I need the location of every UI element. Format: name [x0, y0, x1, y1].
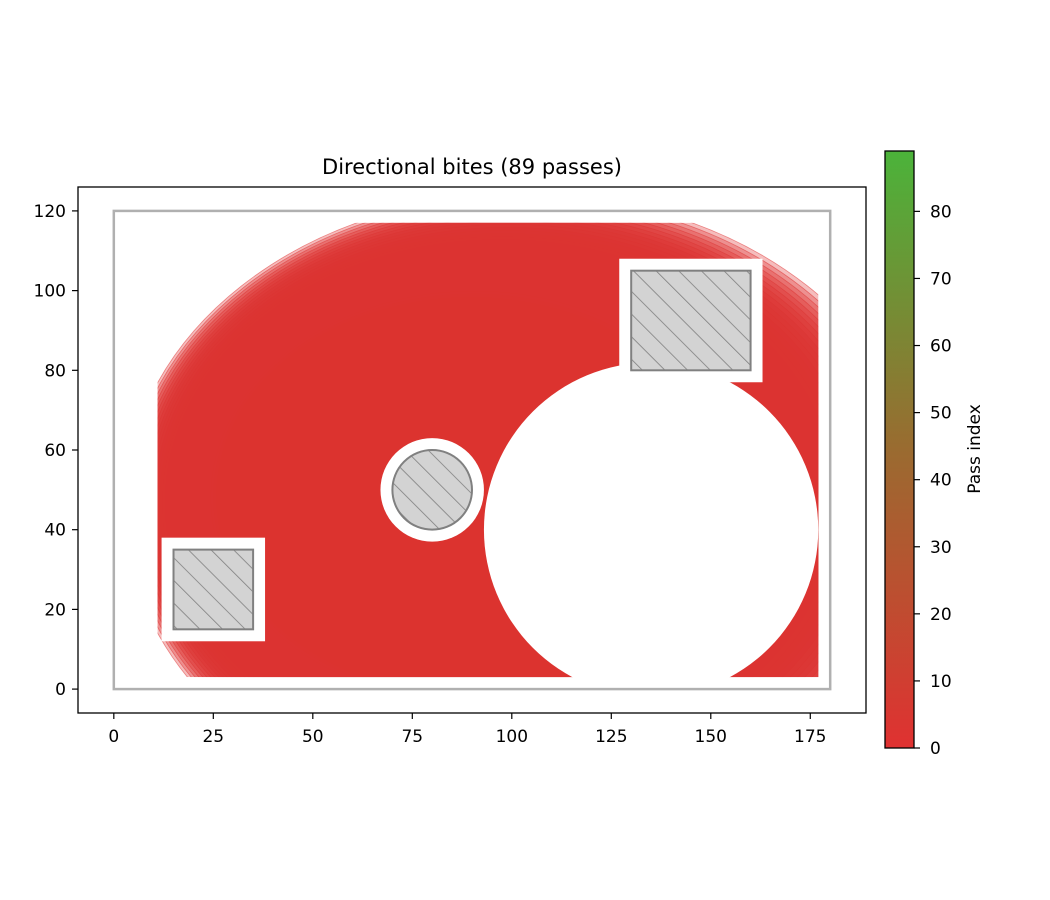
x-tick-label: 175 [794, 727, 826, 747]
y-tick-label: 120 [34, 202, 66, 222]
y-tick-label: 20 [44, 600, 66, 620]
y-tick-label: 60 [44, 441, 66, 461]
y-tick-label: 80 [44, 361, 66, 381]
margin-strip [78, 677, 866, 713]
colorbar-axis: 0 10 20 30 40 50 60 70 80 [914, 202, 952, 759]
colorbar-tick-label: 20 [930, 605, 952, 625]
colorbar-label: Pass index [965, 404, 985, 494]
colorbar-tick-label: 30 [930, 538, 952, 558]
colorbar-tick-label: 80 [930, 202, 952, 222]
y-tick-label: 100 [34, 282, 66, 302]
colorbar-tick-label: 70 [930, 269, 952, 289]
y-tick-label: 0 [55, 680, 66, 700]
x-tick-label: 75 [401, 727, 423, 747]
x-tick-label: 125 [595, 727, 627, 747]
colorbar-tick-label: 0 [930, 739, 941, 759]
y-axis: 0 20 40 60 80 100 120 [34, 202, 78, 700]
stock-boundary [112, 209, 832, 691]
colorbar [884, 150, 915, 749]
y-tick-label: 40 [44, 521, 66, 541]
x-tick-label: 25 [202, 727, 224, 747]
x-tick-label: 0 [108, 727, 119, 747]
x-tick-label: 50 [302, 727, 324, 747]
unmachined-circle [483, 362, 819, 697]
obstacle-layer [172, 269, 752, 631]
obstacle-circle [391, 449, 474, 531]
obstacle-rect [172, 548, 255, 631]
x-tick-label: 100 [496, 727, 528, 747]
colorbar-tick-label: 50 [930, 404, 952, 424]
x-axis: 0 25 50 75 100 125 150 175 [108, 713, 827, 747]
colorbar-tick-label: 40 [930, 471, 952, 491]
colorbar-tick-label: 10 [930, 672, 952, 692]
chart-title: Directional bites (89 passes) [322, 155, 622, 179]
plot-content [78, 209, 866, 713]
x-tick-label: 150 [695, 727, 727, 747]
obstacle-rect [630, 269, 752, 372]
colorbar-tick-label: 60 [930, 337, 952, 357]
